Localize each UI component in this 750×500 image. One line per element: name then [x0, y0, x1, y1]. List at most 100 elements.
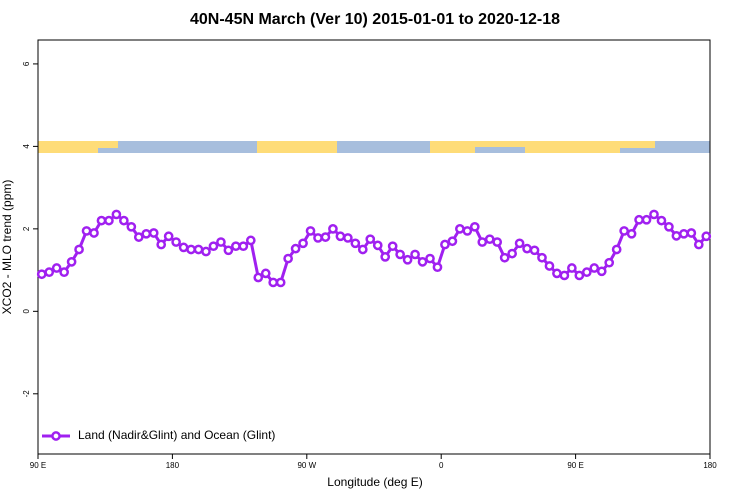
point	[514, 238, 525, 249]
point	[96, 215, 107, 226]
y-tick-label: -2	[22, 390, 31, 398]
point	[484, 234, 495, 245]
point	[59, 267, 69, 278]
point	[201, 246, 211, 257]
point	[163, 231, 174, 242]
y-tick-label: 4	[22, 144, 31, 149]
point	[701, 231, 712, 242]
point	[51, 263, 62, 273]
point	[522, 243, 532, 254]
point	[537, 252, 547, 263]
point	[499, 252, 510, 263]
point	[395, 249, 405, 260]
x-axis-label: Longitude (deg E)	[327, 475, 422, 489]
point	[469, 221, 480, 232]
point	[148, 228, 159, 238]
point	[679, 228, 689, 239]
point	[343, 233, 353, 243]
point	[290, 243, 301, 254]
point	[671, 231, 682, 241]
point	[268, 277, 279, 288]
point	[305, 226, 316, 236]
point	[372, 240, 383, 251]
point	[126, 221, 137, 232]
land-strip	[430, 141, 475, 153]
point	[275, 277, 286, 288]
x-tick-label: 180	[703, 461, 717, 470]
point	[634, 214, 644, 225]
land-strip	[257, 141, 337, 153]
point	[74, 244, 84, 255]
point	[380, 252, 391, 262]
point	[552, 268, 562, 279]
point	[462, 226, 473, 236]
point	[417, 256, 428, 267]
point	[567, 263, 577, 273]
x-tick-label: 90 W	[297, 461, 316, 470]
point	[477, 237, 488, 247]
land-strip	[38, 141, 98, 153]
point	[649, 209, 659, 220]
point	[596, 266, 607, 277]
point	[186, 244, 196, 255]
land-strip	[98, 141, 118, 148]
point	[238, 241, 249, 252]
y-tick-label: 6	[22, 61, 31, 66]
point	[313, 233, 323, 243]
point	[328, 224, 338, 234]
point	[223, 245, 234, 256]
land-strip	[475, 141, 525, 147]
point	[66, 256, 77, 267]
land-strip	[620, 141, 655, 148]
point	[402, 254, 413, 265]
point	[432, 262, 443, 273]
surface-strip	[38, 141, 710, 153]
point	[208, 241, 219, 252]
x-tick-label: 90 E	[567, 461, 583, 470]
point	[559, 270, 570, 281]
point	[193, 244, 204, 255]
chart-title: 40N-45N March (Ver 10) 2015-01-01 to 202…	[190, 11, 560, 28]
point	[104, 215, 114, 226]
y-tick-label: 0	[22, 309, 31, 314]
point	[387, 241, 398, 252]
legend-swatch-marker	[51, 431, 61, 441]
legend-label: Land (Nadir&Glint) and Ocean (Glint)	[78, 428, 275, 442]
point	[440, 239, 450, 250]
point	[693, 239, 704, 250]
y-tick-label: 2	[22, 226, 31, 231]
x-tick-label: 0	[439, 461, 444, 470]
point	[81, 226, 92, 236]
point	[507, 248, 517, 259]
point	[111, 209, 122, 220]
point	[611, 244, 622, 255]
point	[425, 253, 435, 264]
point	[529, 245, 540, 256]
point	[260, 268, 271, 279]
point	[686, 228, 697, 238]
point	[245, 235, 256, 246]
point	[574, 270, 585, 281]
point	[619, 226, 629, 236]
point	[171, 237, 181, 247]
point	[365, 234, 376, 245]
y-axis-label: XCO2 - MLO trend (ppm)	[0, 180, 14, 315]
point	[581, 267, 592, 278]
point	[320, 232, 331, 242]
point	[641, 214, 652, 225]
x-tick-label: 90 E	[30, 461, 46, 470]
point	[141, 228, 152, 239]
point	[156, 239, 167, 250]
point	[544, 261, 555, 271]
point	[492, 237, 503, 247]
point	[455, 224, 465, 234]
point	[604, 257, 615, 268]
point	[447, 236, 458, 247]
plot-frame	[37, 39, 711, 455]
point	[283, 253, 293, 264]
point	[410, 249, 420, 260]
x-tick-label: 180	[166, 461, 180, 470]
point	[178, 242, 189, 253]
point	[133, 232, 144, 242]
